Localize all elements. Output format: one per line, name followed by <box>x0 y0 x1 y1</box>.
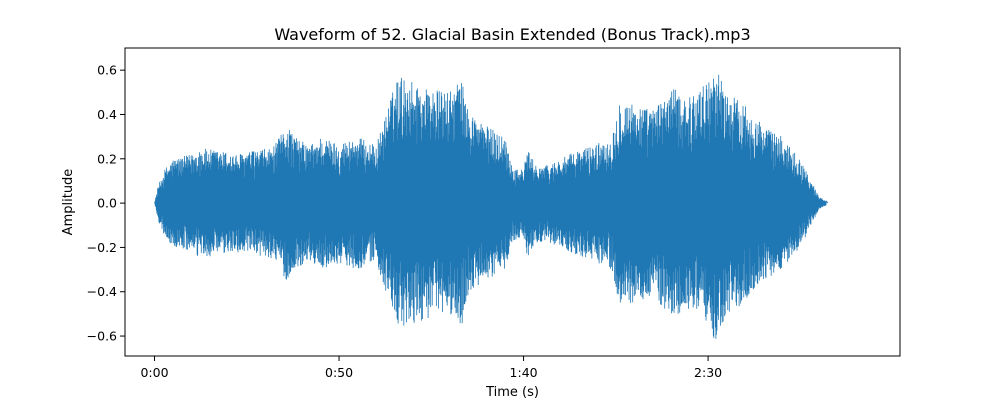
y-tick-label: 0.2 <box>97 151 117 166</box>
y-axis-label: Amplitude <box>61 169 76 236</box>
y-tick-label: 0.6 <box>97 63 117 78</box>
y-tick-label: −0.4 <box>87 284 117 299</box>
x-axis-label: Time (s) <box>485 385 539 400</box>
plot-area <box>154 74 829 339</box>
x-axis: 0:00 0:50 1:40 2:30 <box>140 356 722 380</box>
x-tick-label: 0:00 <box>140 365 168 380</box>
waveform-series <box>154 74 829 339</box>
y-tick-label: 0.4 <box>97 107 117 122</box>
y-axis: 0.6 0.4 0.2 0.0 −0.2 −0.4 −0.6 <box>87 63 125 344</box>
plot-frame <box>124 47 901 357</box>
y-tick-label: −0.2 <box>87 240 117 255</box>
x-tick-label: 1:40 <box>510 365 538 380</box>
x-tick-label: 2:30 <box>694 365 722 380</box>
x-tick-label: 0:50 <box>325 365 353 380</box>
y-tick-label: −0.6 <box>87 329 117 344</box>
chart-title: Waveform of 52. Glacial Basin Extended (… <box>274 25 750 44</box>
y-tick-label: 0.0 <box>97 196 117 211</box>
